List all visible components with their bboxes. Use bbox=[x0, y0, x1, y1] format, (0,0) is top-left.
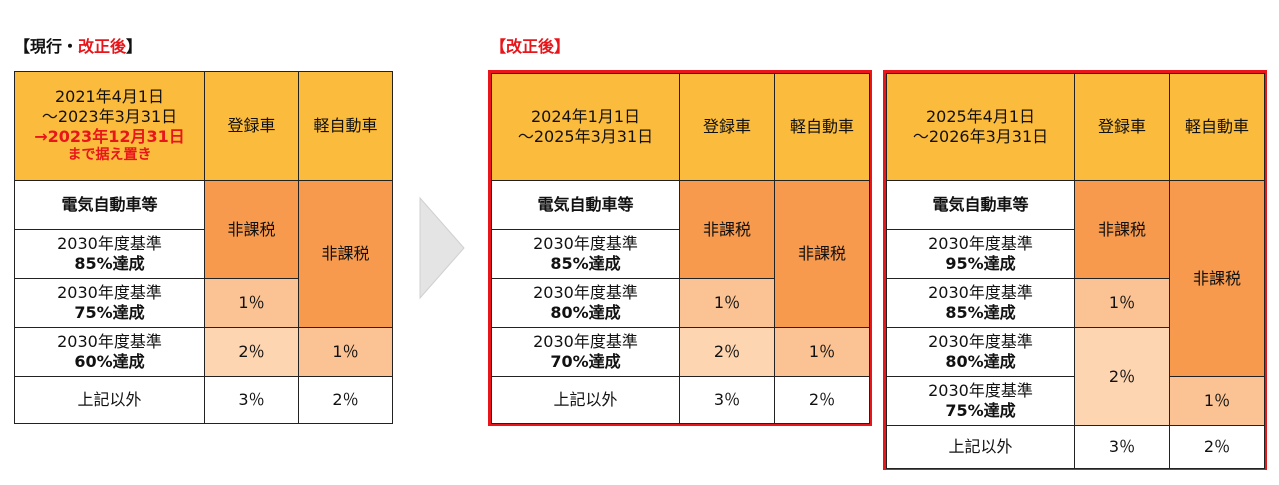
kei-exempt: 非課税 bbox=[1169, 180, 1265, 377]
period-cell: 2025年4月1日 ～2026年3月31日 bbox=[886, 73, 1075, 181]
kei-rate: 1％ bbox=[298, 327, 393, 377]
col-registered: 登録車 bbox=[1074, 73, 1170, 181]
current-heading: 【現行・改正後】 bbox=[14, 37, 143, 56]
row-std-1: 2030年度基準 85%達成 bbox=[491, 229, 680, 279]
row-std-3: 2030年度基準 80%達成 bbox=[886, 327, 1075, 377]
row-other: 上記以外 bbox=[14, 376, 205, 424]
current-rate-table: 2021年4月1日 ～2023年3月31日 →2023年12月31日 まで据え置… bbox=[14, 71, 393, 424]
kei-rate: 1％ bbox=[1169, 376, 1265, 426]
col-registered: 登録車 bbox=[204, 71, 299, 181]
row-other: 上記以外 bbox=[886, 425, 1075, 469]
kei-rate: 2％ bbox=[1169, 425, 1265, 469]
row-std-3: 2030年度基準 70%達成 bbox=[491, 327, 680, 377]
period-cell: 2021年4月1日 ～2023年3月31日 →2023年12月31日 まで据え置… bbox=[14, 71, 205, 181]
kei-rate: 2％ bbox=[774, 376, 870, 424]
revised-heading: 【改正後】 bbox=[490, 37, 571, 56]
registered-rate: 2％ bbox=[204, 327, 299, 377]
revised-rate-table-2025: 2025年4月1日 ～2026年3月31日 登録車 軽自動車 電気自動車等 非課… bbox=[886, 73, 1265, 469]
registered-exempt: 非課税 bbox=[204, 180, 299, 279]
row-ev: 電気自動車等 bbox=[886, 180, 1075, 230]
row-std-3: 2030年度基準 60%達成 bbox=[14, 327, 205, 377]
registered-exempt: 非課税 bbox=[679, 180, 775, 279]
kei-rate: 1％ bbox=[774, 327, 870, 377]
revised-table-frame-2 bbox=[883, 70, 1267, 470]
col-registered: 登録車 bbox=[679, 73, 775, 181]
kei-rate: 2％ bbox=[298, 376, 393, 424]
registered-rate: 2％ bbox=[679, 327, 775, 377]
col-kei: 軽自動車 bbox=[1169, 73, 1265, 181]
row-std-2: 2030年度基準 80%達成 bbox=[491, 278, 680, 328]
row-std-2: 2030年度基準 75%達成 bbox=[14, 278, 205, 328]
col-kei: 軽自動車 bbox=[774, 73, 870, 181]
arrow-right-icon bbox=[419, 196, 465, 300]
registered-rate: 1％ bbox=[204, 278, 299, 328]
period-cell: 2024年1月1日 ～2025年3月31日 bbox=[491, 73, 680, 181]
registered-rate: 1％ bbox=[679, 278, 775, 328]
registered-exempt: 非課税 bbox=[1074, 180, 1170, 279]
row-std-4: 2030年度基準 75%達成 bbox=[886, 376, 1075, 426]
kei-exempt: 非課税 bbox=[774, 180, 870, 328]
registered-rate: 3％ bbox=[1074, 425, 1170, 469]
revised-rate-table-2024: 2024年1月1日 ～2025年3月31日 登録車 軽自動車 電気自動車等 非課… bbox=[491, 73, 870, 424]
registered-rate: 1％ bbox=[1074, 278, 1170, 328]
registered-rate: 3％ bbox=[204, 376, 299, 424]
registered-rate: 2％ bbox=[1074, 327, 1170, 426]
col-kei: 軽自動車 bbox=[298, 71, 393, 181]
row-other: 上記以外 bbox=[491, 376, 680, 424]
row-std-1: 2030年度基準 85%達成 bbox=[14, 229, 205, 279]
kei-exempt: 非課税 bbox=[298, 180, 393, 328]
row-ev: 電気自動車等 bbox=[491, 180, 680, 230]
registered-rate: 3％ bbox=[679, 376, 775, 424]
row-ev: 電気自動車等 bbox=[14, 180, 205, 230]
row-std-2: 2030年度基準 85%達成 bbox=[886, 278, 1075, 328]
row-std-1: 2030年度基準 95%達成 bbox=[886, 229, 1075, 279]
revised-table-frame-1 bbox=[488, 70, 872, 426]
